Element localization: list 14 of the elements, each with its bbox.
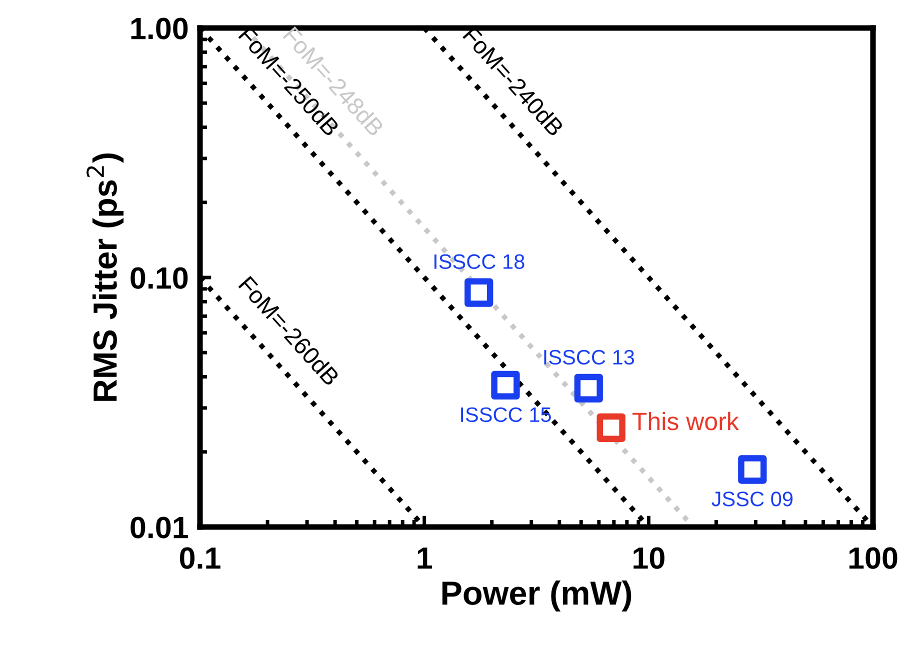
- series-label: ISSCC 15: [461, 407, 551, 422]
- series-label: This work: [632, 412, 739, 430]
- x-tick-label: 0.1: [180, 547, 220, 569]
- x-tick-label: 10: [634, 547, 664, 569]
- y-axis-title: RMS Jitter (ps$^{2}$): [86, 154, 124, 401]
- series-label: JSSC 09: [712, 492, 793, 506]
- y-tick-label: 1.00: [131, 18, 188, 40]
- series-label: ISSCC 18: [434, 254, 524, 270]
- y-tick-label: 0.01: [130, 516, 188, 538]
- y-tick-label: 0.10: [130, 267, 188, 289]
- x-axis-title: Power (mW): [442, 580, 632, 612]
- x-tick-label: 100: [849, 547, 898, 569]
- x-tick-label: 1: [418, 548, 432, 569]
- series-label: ISSCC 13: [544, 350, 634, 365]
